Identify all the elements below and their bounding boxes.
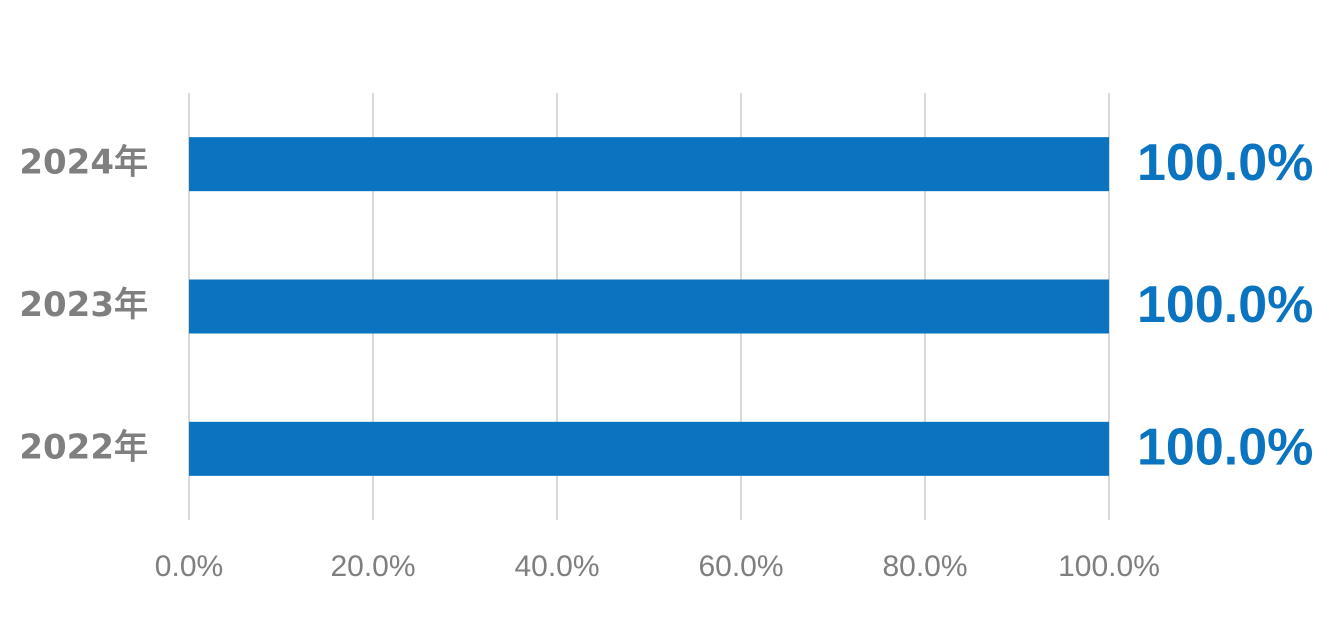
- category-label: 2023年: [19, 285, 148, 325]
- x-tick-label: 20.0%: [330, 550, 415, 583]
- category-label: 2024年: [19, 143, 148, 183]
- bar: [189, 421, 1109, 476]
- x-tick-label: 100.0%: [1058, 550, 1160, 583]
- x-tick-label: 40.0%: [514, 550, 599, 583]
- value-label: 100.0%: [1137, 419, 1313, 477]
- value-label: 100.0%: [1137, 134, 1313, 192]
- bar: [189, 279, 1109, 334]
- x-tick-label: 80.0%: [882, 550, 967, 583]
- x-tick-label: 60.0%: [698, 550, 783, 583]
- category-label: 2022年: [19, 427, 148, 467]
- value-label: 100.0%: [1137, 276, 1313, 334]
- bar: [189, 137, 1109, 192]
- x-tick-label: 0.0%: [155, 550, 223, 583]
